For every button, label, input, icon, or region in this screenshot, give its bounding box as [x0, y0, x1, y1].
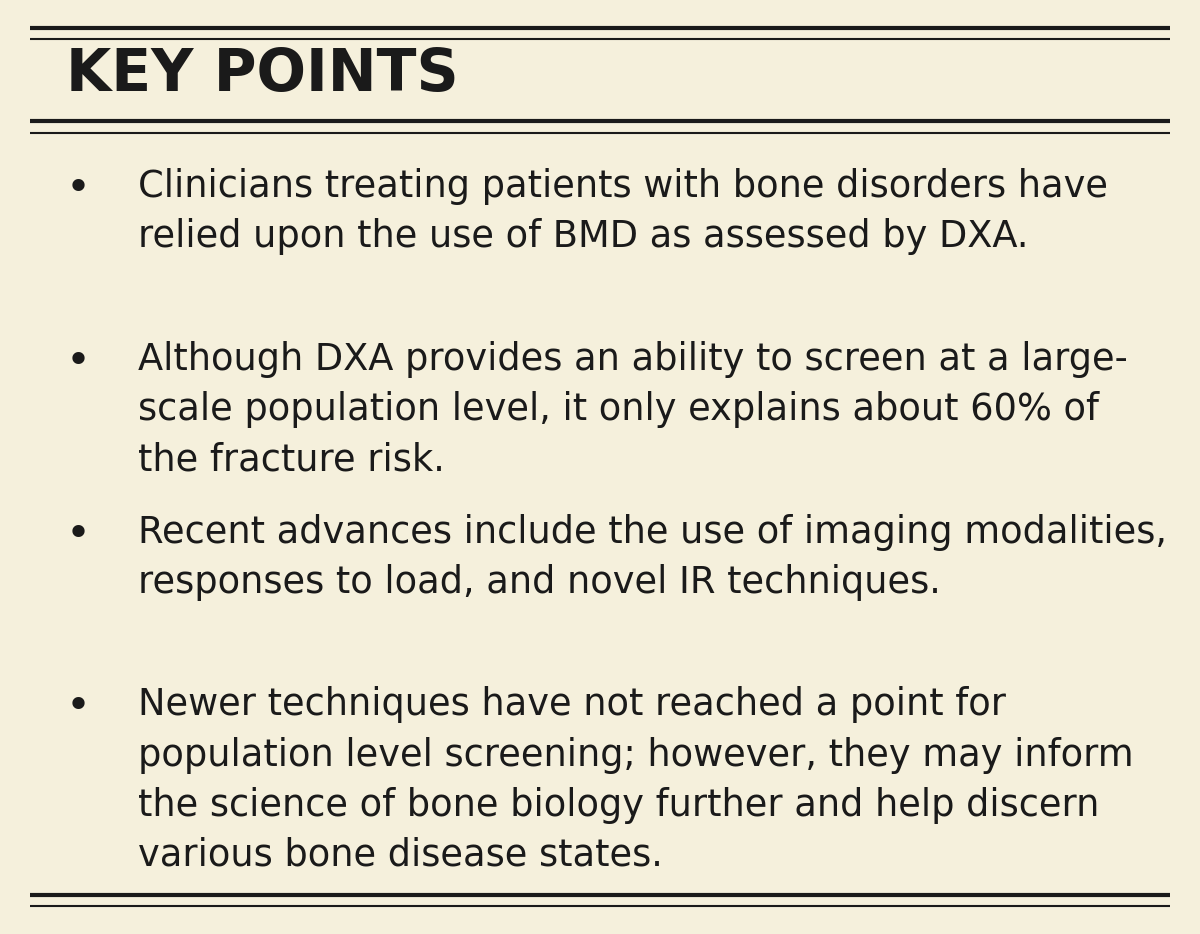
Text: •: •	[66, 168, 91, 210]
Text: Although DXA provides an ability to screen at a large-
scale population level, i: Although DXA provides an ability to scre…	[138, 341, 1128, 478]
Text: Recent advances include the use of imaging modalities,
responses to load, and no: Recent advances include the use of imagi…	[138, 514, 1166, 601]
Text: •: •	[66, 341, 91, 383]
Text: Newer techniques have not reached a point for
population level screening; howeve: Newer techniques have not reached a poin…	[138, 686, 1134, 873]
Text: •: •	[66, 514, 91, 556]
Text: KEY POINTS: KEY POINTS	[66, 46, 458, 104]
Text: •: •	[66, 686, 91, 729]
Text: Clinicians treating patients with bone disorders have
relied upon the use of BMD: Clinicians treating patients with bone d…	[138, 168, 1108, 255]
